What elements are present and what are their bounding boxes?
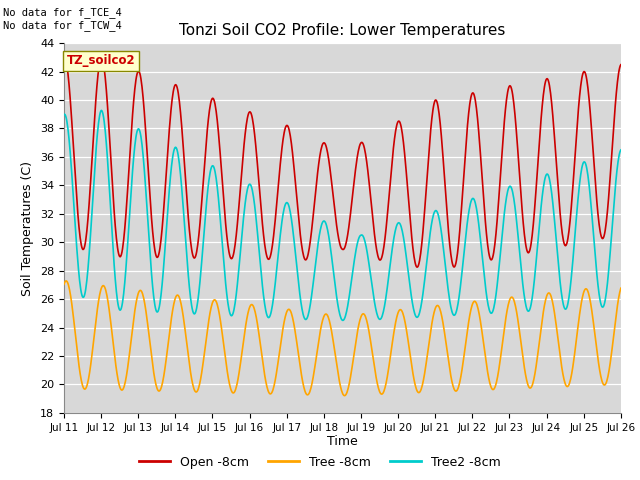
Legend: Open -8cm, Tree -8cm, Tree2 -8cm: Open -8cm, Tree -8cm, Tree2 -8cm: [134, 451, 506, 474]
Text: No data for f_TCE_4
No data for f_TCW_4: No data for f_TCE_4 No data for f_TCW_4: [3, 7, 122, 31]
Title: Tonzi Soil CO2 Profile: Lower Temperatures: Tonzi Soil CO2 Profile: Lower Temperatur…: [179, 23, 506, 38]
Y-axis label: Soil Temperatures (C): Soil Temperatures (C): [22, 160, 35, 296]
X-axis label: Time: Time: [327, 435, 358, 448]
Text: TZ_soilco2: TZ_soilco2: [67, 54, 136, 67]
